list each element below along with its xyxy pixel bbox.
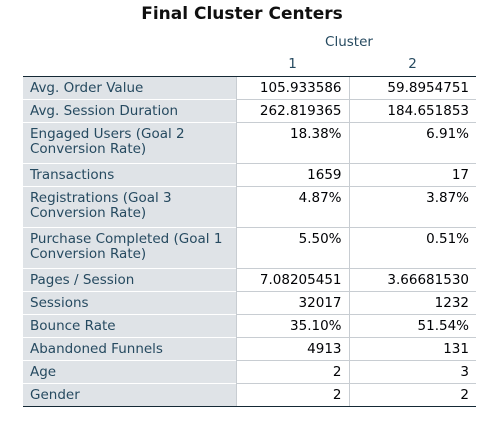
cluster-2-value: 51.54% [349, 313, 476, 337]
column-header-cluster-2: 2 [349, 53, 476, 77]
row-label: Avg. Session Duration [23, 98, 236, 122]
cluster-2-value: 17 [349, 162, 476, 186]
cluster-1-value: 18.38% [235, 121, 350, 163]
table-title: Final Cluster Centers [141, 4, 343, 24]
cluster-2-value: 3 [349, 359, 476, 383]
column-header-cluster-1: 1 [236, 53, 349, 77]
cluster-1-value: 7.08205451 [235, 267, 350, 291]
cluster-1-value: 1659 [235, 162, 350, 186]
table-row: Gender 2 2 [23, 382, 476, 407]
cluster-2-value: 131 [349, 336, 476, 360]
table-row: Bounce Rate 35.10% 51.54% [23, 313, 476, 337]
cluster-2-value: 184.651853 [349, 98, 476, 122]
row-label: Transactions [23, 162, 236, 186]
row-label: Registrations (Goal 3 Conversion Rate) [23, 185, 236, 227]
cluster-2-value: 1232 [349, 290, 476, 314]
table-body: Avg. Order Value 105.933586 59.8954751 A… [23, 76, 476, 407]
row-label: Avg. Order Value [23, 76, 236, 99]
cluster-2-value: 2 [349, 382, 476, 407]
cluster-1-value: 5.50% [235, 226, 350, 268]
row-label: Pages / Session [23, 267, 236, 291]
row-label: Engaged Users (Goal 2 Conversion Rate) [23, 121, 236, 163]
cluster-2-value: 0.51% [349, 226, 476, 268]
cluster-1-value: 105.933586 [235, 76, 350, 99]
cluster-1-value: 262.819365 [235, 98, 350, 122]
header-corner [23, 53, 236, 77]
cluster-1-value: 35.10% [235, 313, 350, 337]
cluster-centers-table: 1 2 Avg. Order Value 105.933586 59.89547… [23, 53, 476, 407]
table-row: Transactions 1659 17 [23, 162, 476, 186]
table-row: Sessions 32017 1232 [23, 290, 476, 314]
cluster-1-value: 2 [235, 359, 350, 383]
cluster-1-value: 4913 [235, 336, 350, 360]
row-label: Age [23, 359, 236, 383]
cluster-2-value: 3.87% [349, 185, 476, 227]
table-row: Registrations (Goal 3 Conversion Rate) 4… [23, 185, 476, 227]
table-row: Pages / Session 7.08205451 3.66681530 [23, 267, 476, 291]
row-label: Abandoned Funnels [23, 336, 236, 360]
cluster-1-value: 32017 [235, 290, 350, 314]
cluster-2-value: 3.66681530 [349, 267, 476, 291]
table-row: Avg. Order Value 105.933586 59.8954751 [23, 76, 476, 99]
cluster-1-value: 2 [235, 382, 350, 407]
table-row: Abandoned Funnels 4913 131 [23, 336, 476, 360]
cluster-2-value: 6.91% [349, 121, 476, 163]
table-row: Age 2 3 [23, 359, 476, 383]
table-row: Engaged Users (Goal 2 Conversion Rate) 1… [23, 121, 476, 163]
table-row: Purchase Completed (Goal 1 Conversion Ra… [23, 226, 476, 268]
table-row: Avg. Session Duration 262.819365 184.651… [23, 98, 476, 122]
row-label: Bounce Rate [23, 313, 236, 337]
cluster-2-value: 59.8954751 [387, 79, 469, 96]
row-label: Purchase Completed (Goal 1 Conversion Ra… [23, 226, 236, 268]
cluster-1-value: 4.87% [235, 185, 350, 227]
row-label: Gender [23, 382, 236, 407]
cluster-group-header: Cluster [325, 34, 373, 50]
row-label: Sessions [23, 290, 236, 314]
